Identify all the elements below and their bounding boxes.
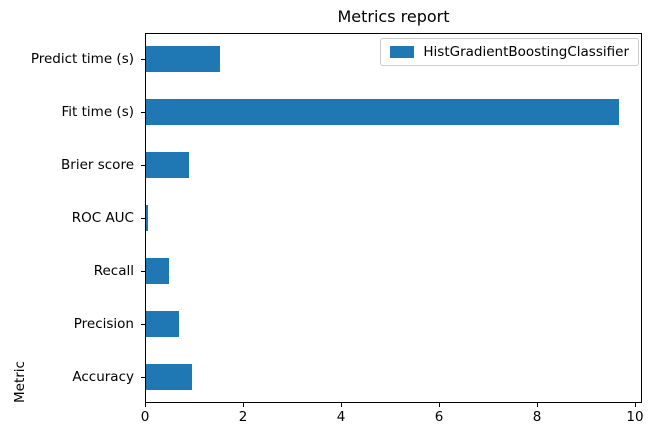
x-tick xyxy=(537,403,538,407)
x-tick-label-8: 8 xyxy=(532,409,542,425)
x-tick-label-6: 6 xyxy=(434,409,444,425)
y-tick-label-roc-auc: ROC AUC xyxy=(71,210,134,226)
x-tick xyxy=(243,403,244,407)
y-tick xyxy=(141,377,145,378)
y-tick xyxy=(141,271,145,272)
y-tick-label-fit-time-s: Fit time (s) xyxy=(61,104,134,120)
y-tick xyxy=(141,218,145,219)
bar-fit-time-s xyxy=(145,99,619,125)
y-tick-label-precision: Precision xyxy=(73,316,134,332)
legend: HistGradientBoostingClassifier xyxy=(380,38,639,66)
chart-title: Metrics report xyxy=(337,7,450,26)
y-tick xyxy=(141,112,145,113)
y-tick-label-accuracy: Accuracy xyxy=(72,369,134,385)
y-tick-label-predict-time-s: Predict time (s) xyxy=(30,51,134,67)
y-axis-label: Metric xyxy=(12,361,28,403)
x-tick xyxy=(439,403,440,407)
x-tick-label-4: 4 xyxy=(336,409,346,425)
x-tick xyxy=(145,403,146,407)
legend-label: HistGradientBoostingClassifier xyxy=(423,44,629,60)
x-tick-label-2: 2 xyxy=(238,409,248,425)
y-tick xyxy=(141,165,145,166)
legend-swatch-icon xyxy=(390,46,415,58)
x-tick xyxy=(341,403,342,407)
bar-predict-time-s xyxy=(145,46,220,72)
y-tick xyxy=(141,324,145,325)
y-tick-label-brier-score: Brier score xyxy=(61,157,134,173)
bar-recall xyxy=(145,258,169,284)
bar-accuracy xyxy=(145,364,192,390)
y-tick xyxy=(141,59,145,60)
x-tick-label-0: 0 xyxy=(140,409,150,425)
bar-brier-score xyxy=(145,152,189,178)
bar-precision xyxy=(145,311,179,337)
bar-roc-auc xyxy=(145,205,148,231)
x-tick xyxy=(635,403,636,407)
plot-area xyxy=(145,33,642,403)
x-tick-label-10: 10 xyxy=(626,409,644,425)
y-tick-label-recall: Recall xyxy=(93,263,134,279)
